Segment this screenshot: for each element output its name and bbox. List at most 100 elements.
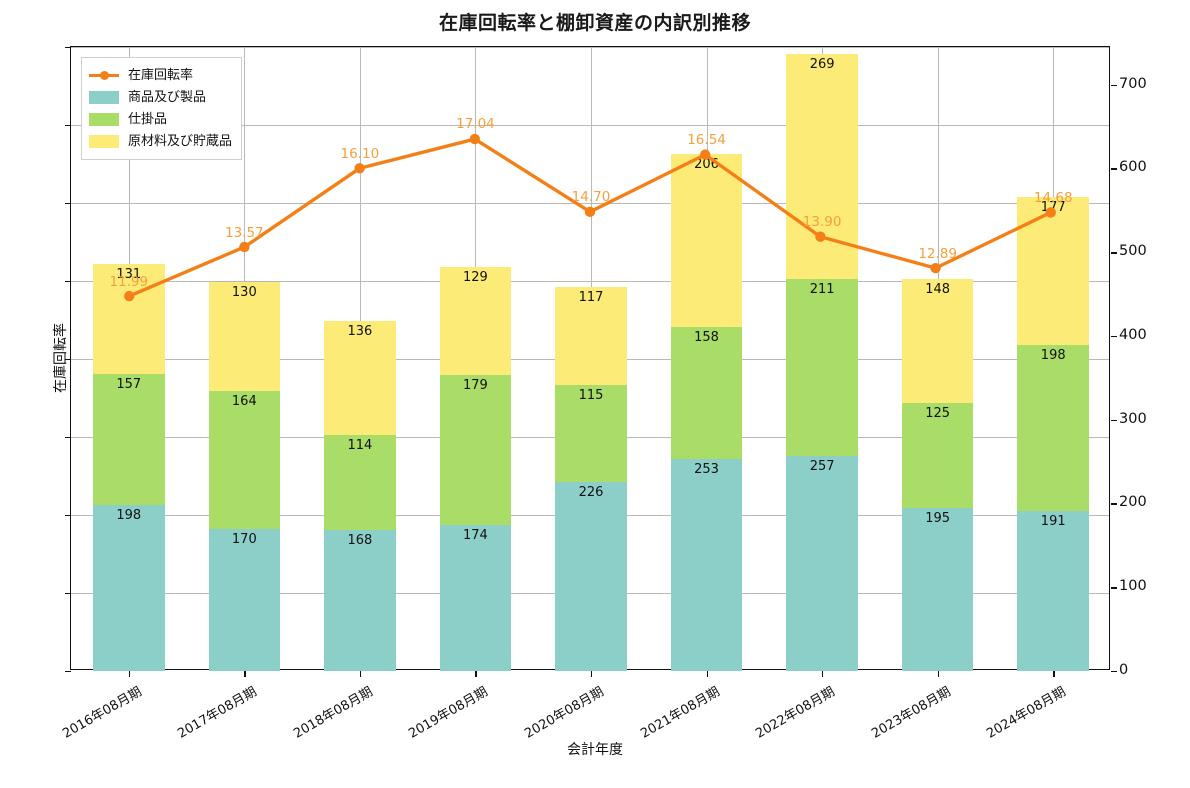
y-axis-right-tick-mark <box>1111 671 1117 673</box>
bar-segment-value: 115 <box>578 388 604 404</box>
bar-segment-value: 170 <box>231 531 257 547</box>
x-axis-tick-label: 2020年08月期 <box>522 684 607 742</box>
y-axis-left-tick-mark <box>65 671 71 673</box>
legend-item-label: 商品及び製品 <box>128 89 207 105</box>
bar-segment[interactable]: 174 <box>439 525 512 671</box>
y-axis-left-tick-mark <box>65 515 71 517</box>
bar-segment[interactable]: 170 <box>208 528 281 671</box>
x-axis-tick-label: 2016年08月期 <box>60 684 145 742</box>
legend-item[interactable]: 仕掛品 <box>89 108 232 130</box>
line-point-label: 14.68 <box>1033 189 1073 206</box>
y-axis-right-tick-label: 600 <box>1119 159 1147 176</box>
bar-segment-value: 174 <box>463 528 488 544</box>
x-axis-tick-label: 2023年08月期 <box>868 684 954 742</box>
bar-segment[interactable]: 195 <box>901 507 974 671</box>
line-point-label: 12.89 <box>918 245 957 262</box>
bar-segment[interactable]: 157 <box>92 373 165 506</box>
line-point-label: 16.54 <box>687 131 726 148</box>
line-marker[interactable] <box>930 262 941 274</box>
bar-segment[interactable]: 257 <box>786 455 858 671</box>
x-axis-tick-mark <box>128 671 131 677</box>
x-axis-tick-mark <box>706 671 708 677</box>
bar-segment[interactable]: 226 <box>555 481 627 671</box>
bar-segment-value: 117 <box>578 290 604 306</box>
bar-segment[interactable]: 164 <box>208 391 281 529</box>
bar-segment[interactable]: 115 <box>555 385 627 482</box>
bar-segment[interactable]: 125 <box>901 402 974 508</box>
bar-segment-value: 191 <box>1040 514 1066 530</box>
bar-segment-value: 253 <box>694 462 719 478</box>
y-axis-left-tick-mark <box>65 437 71 439</box>
bar-segment[interactable]: 269 <box>786 53 858 279</box>
x-axis-tick-mark <box>591 671 593 677</box>
bar-segment[interactable]: 136 <box>324 320 396 435</box>
bar-segment-value: 130 <box>231 285 257 301</box>
y-axis-right-tick-label: 500 <box>1119 243 1147 260</box>
y-axis-right-tick-mark <box>1111 419 1117 422</box>
x-axis-tick-label: 2021年08月期 <box>637 684 723 742</box>
bar-segment[interactable]: 206 <box>670 154 743 327</box>
legend-item-label: 在庫回転率 <box>128 67 194 83</box>
bar-segment-value: 158 <box>694 329 719 345</box>
y-axis-left-tick-mark <box>65 125 71 127</box>
x-axis-tick-mark <box>937 671 939 677</box>
legend-item-label: 原材料及び貯蔵品 <box>128 133 233 149</box>
bar-segment[interactable]: 198 <box>1017 345 1090 511</box>
x-axis-tick-label: 2022年08月期 <box>753 684 838 742</box>
bar-segment-value: 226 <box>578 484 604 500</box>
x-axis-tick-label: 2018年08月期 <box>291 684 376 742</box>
bar-segment-value: 269 <box>809 56 835 72</box>
bar-segment-value: 211 <box>809 282 835 297</box>
bar-segment[interactable]: 158 <box>670 326 743 460</box>
gridline-horizontal <box>71 125 1109 126</box>
bar-segment[interactable]: 114 <box>324 434 396 531</box>
y-axis-right-tick-label: 200 <box>1119 494 1147 511</box>
bar-segment[interactable]: 253 <box>670 459 743 671</box>
line-path <box>127 137 1053 298</box>
bar-segment-value: 206 <box>694 157 719 173</box>
bar-segment-value: 125 <box>925 405 951 421</box>
bar-segment[interactable]: 198 <box>92 505 165 671</box>
legend-item[interactable]: 商品及び製品 <box>89 86 232 108</box>
x-axis-tick-mark <box>475 671 477 677</box>
y-axis-right-tick-mark <box>1111 84 1117 86</box>
bar-segment-value: 148 <box>925 282 951 297</box>
plot-area: 198 157 131 170 164 130 168 114 136 174 179 129 226 1… <box>53 46 1147 742</box>
bar-segment-value: 114 <box>347 437 373 453</box>
legend-item[interactable]: 原材料及び貯蔵品 <box>89 130 232 152</box>
bar-segment[interactable]: 168 <box>324 530 396 671</box>
bar-segment-value: 164 <box>231 394 257 410</box>
line-point-label: 11.99 <box>109 273 149 290</box>
y-axis-right-tick-mark <box>1111 587 1117 589</box>
legend-swatch-icon <box>89 90 119 104</box>
bar-segment[interactable]: 148 <box>901 279 974 403</box>
y-axis-right-tick-label: 700 <box>1119 75 1147 92</box>
bar-segment[interactable]: 191 <box>1017 511 1090 671</box>
bar-segment-value: 179 <box>463 378 488 394</box>
chart-legend: 在庫回転率商品及び製品 仕掛品原材料及び貯蔵品 <box>81 57 243 160</box>
legend-swatch-icon <box>89 112 119 126</box>
bar-segment[interactable]: 177 <box>1017 196 1090 346</box>
y-axis-left-tick-mark <box>65 281 71 283</box>
bar-segment[interactable]: 117 <box>555 287 627 386</box>
y-axis-right-tick-label: 100 <box>1119 578 1147 595</box>
bar-segment[interactable]: 179 <box>439 375 512 526</box>
bar-segment[interactable]: 130 <box>208 282 281 392</box>
bar-segment[interactable]: 211 <box>786 279 858 456</box>
y-axis-right-tick-mark <box>1111 335 1117 338</box>
bar-segment-value: 136 <box>347 323 373 339</box>
line-point-label: 16.10 <box>340 145 380 162</box>
x-axis-tick-mark <box>822 671 824 677</box>
y-axis-left-tick-mark <box>65 359 71 361</box>
line-point-label: 13.57 <box>225 224 264 241</box>
gridline-horizontal <box>71 47 1109 48</box>
bar-segment-value: 257 <box>809 458 835 474</box>
y-axis-right-tick-label: 300 <box>1119 410 1147 427</box>
legend-item-label: 仕掛品 <box>128 111 168 127</box>
bar-segment[interactable]: 129 <box>439 267 512 376</box>
x-axis-tick-mark <box>244 671 246 677</box>
line-point-label: 14.70 <box>571 189 611 206</box>
line-marker[interactable] <box>584 206 596 218</box>
legend-item[interactable]: 在庫回転率 <box>89 64 232 86</box>
